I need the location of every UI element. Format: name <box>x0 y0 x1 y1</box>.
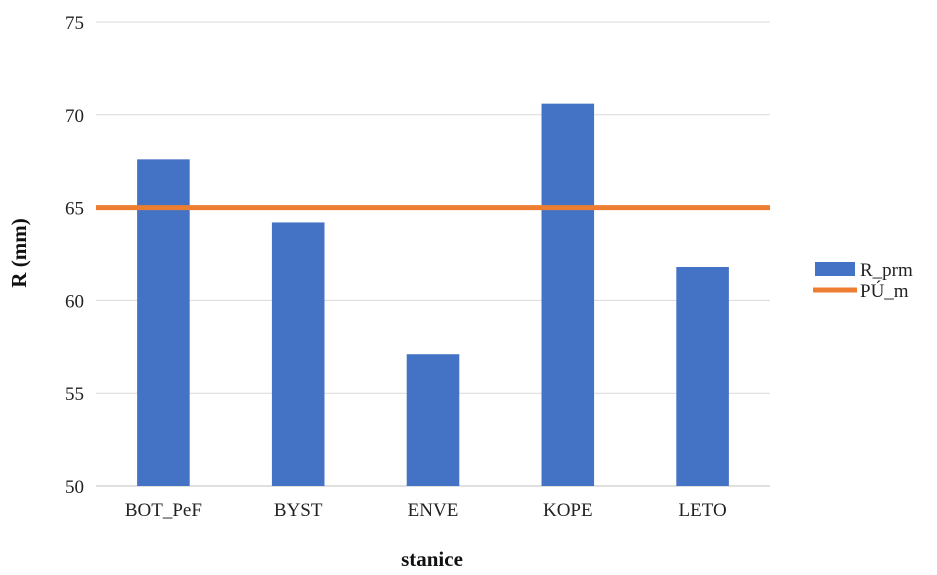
x-tick-labels: BOT_PeF BYST ENVE KOPE LETO <box>125 500 727 521</box>
bar <box>137 159 190 486</box>
y-tick-label: 75 <box>65 13 84 34</box>
y-tick-label: 60 <box>65 291 84 312</box>
bar <box>406 354 460 486</box>
x-axis-title: stanice <box>401 547 463 571</box>
legend-swatch-bar <box>815 262 855 276</box>
bar <box>676 266 729 486</box>
y-tick-label: 55 <box>65 384 84 405</box>
x-tick-label: LETO <box>678 500 726 521</box>
y-tick-label: 50 <box>65 477 84 498</box>
bar-series <box>137 103 729 486</box>
bar <box>541 103 595 486</box>
x-tick-label: BOT_PeF <box>125 500 202 521</box>
y-axis-title: R (mm) <box>7 218 31 287</box>
x-tick-label: BYST <box>274 500 323 521</box>
y-tick-labels: 50 55 60 65 70 75 <box>65 13 84 498</box>
legend-label-bar: R_prm <box>860 260 913 281</box>
legend-label-line: PÚ_m <box>860 280 909 302</box>
legend: R_prm PÚ_m <box>813 260 913 302</box>
x-tick-label: KOPE <box>543 500 593 521</box>
bar <box>271 222 325 486</box>
x-tick-label: ENVE <box>408 500 459 521</box>
y-tick-label: 65 <box>65 199 84 220</box>
y-tick-label: 70 <box>65 106 84 127</box>
